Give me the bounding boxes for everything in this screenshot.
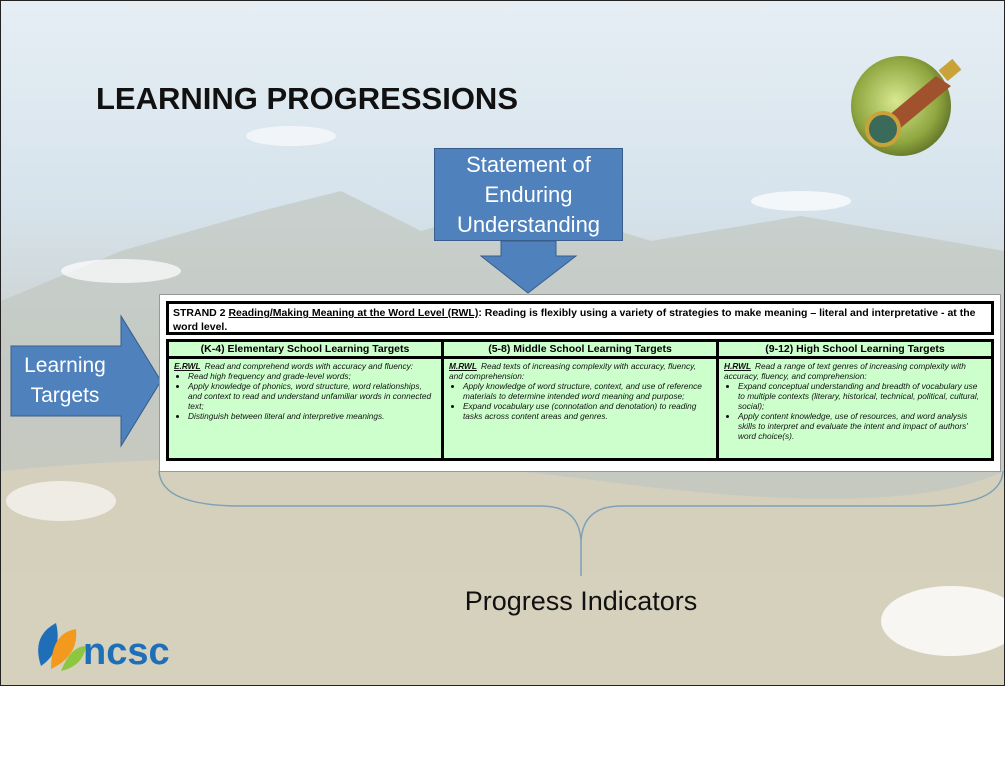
column-heading: (9-12) High School Learning Targets — [719, 342, 991, 359]
cloud — [751, 191, 851, 211]
bullet: Expand vocabulary use (connotation and d… — [463, 401, 711, 421]
bullet: Expand conceptual understanding and brea… — [738, 381, 986, 411]
slide: LEARNING PROGRESSIONS Statement of Endur… — [0, 0, 1005, 686]
bullet: Apply knowledge of word structure, conte… — [463, 381, 711, 401]
strand-name: Reading/Making Meaning at the Word Level… — [228, 307, 479, 319]
columns: (K-4) Elementary School Learning Targets… — [166, 339, 994, 461]
column: (5-8) Middle School Learning Targets M.R… — [444, 342, 719, 458]
logo-leaf — [38, 623, 58, 666]
bullet-list: Read high frequency and grade-level word… — [174, 371, 436, 421]
column: (9-12) High School Learning Targets H.RW… — [719, 342, 991, 458]
table: STRAND 2 Reading/Making Meaning at the W… — [159, 294, 1001, 472]
spyglass-lens — [865, 111, 901, 147]
code: M.RWL — [449, 361, 477, 371]
code: H.RWL — [724, 361, 752, 371]
strand-row: STRAND 2 Reading/Making Meaning at the W… — [166, 301, 994, 335]
bullet: Apply knowledge of phonics, word structu… — [188, 381, 436, 411]
column-body: M.RWL Read texts of increasing complexity… — [444, 359, 716, 423]
code: E.RWL — [174, 361, 201, 371]
bullet-list: Expand conceptual understanding and brea… — [724, 381, 986, 441]
right-arrow — [10, 314, 162, 448]
land — [1, 458, 1004, 685]
strand-label: STRAND 2 — [173, 307, 226, 319]
bullet-list: Apply knowledge of word structure, conte… — [449, 381, 711, 421]
slide-title: LEARNING PROGRESSIONS — [96, 81, 518, 116]
logo-leaf — [61, 646, 86, 671]
callout-box: Statement of Enduring Understanding — [434, 148, 623, 241]
bullet: Distinguish between literal and interpre… — [188, 411, 436, 421]
intro: Read texts of increasing complexity with… — [449, 361, 697, 381]
intro: Read and comprehend words with accuracy … — [204, 361, 414, 371]
bullet: Read high frequency and grade-level word… — [188, 371, 436, 381]
column: (K-4) Elementary School Learning Targets… — [169, 342, 444, 458]
spyglass-tip — [938, 58, 962, 82]
column-body: E.RWL Read and comprehend words with accu… — [169, 359, 441, 423]
callout-label: Learning Targets — [24, 354, 106, 407]
column-heading: (5-8) Middle School Learning Targets — [444, 342, 716, 359]
logo-leaf — [51, 629, 77, 669]
column-body: H.RWL Read a range of text genres of incr… — [719, 359, 991, 443]
down-arrow — [479, 240, 578, 294]
bullet: Apply content knowledge, use of resource… — [738, 411, 986, 441]
intro: Read a range of text genres of increasin… — [724, 361, 966, 381]
column-heading: (K-4) Elementary School Learning Targets — [169, 342, 441, 359]
cloud — [6, 481, 116, 521]
cloud — [881, 586, 1004, 656]
cloud — [61, 259, 181, 283]
strand-description: : Reading is flexibly using a variety of… — [173, 307, 976, 333]
cloud — [246, 126, 336, 146]
logo-text: ncsc — [83, 631, 170, 673]
callout-label: Progress Indicators — [464, 586, 698, 616]
